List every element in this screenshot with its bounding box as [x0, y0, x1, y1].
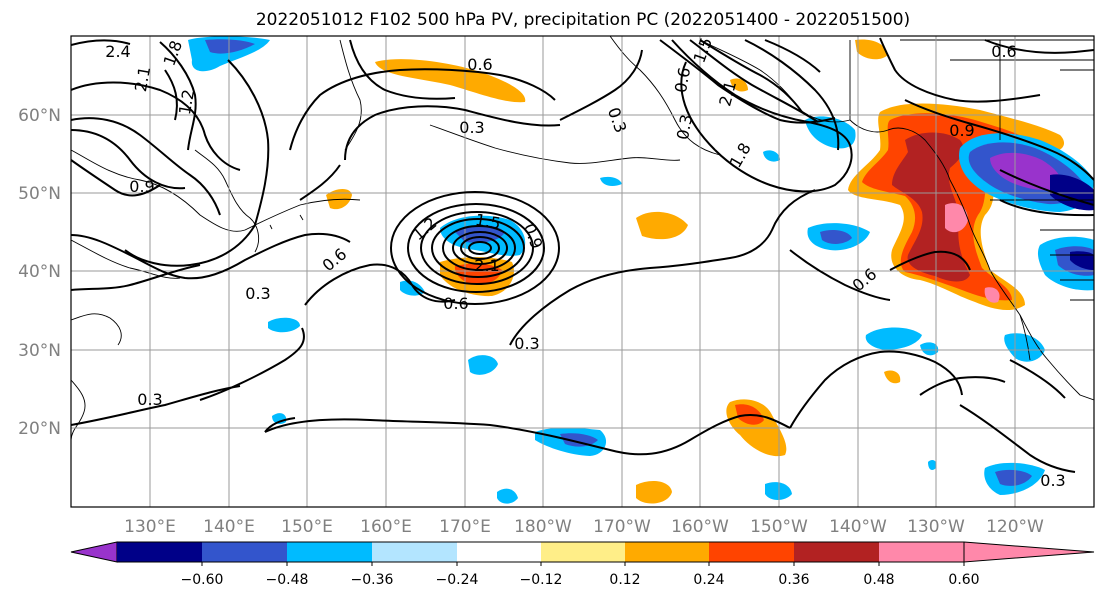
lon-label: 120°W	[986, 517, 1044, 537]
contour-label: 0.9	[949, 121, 974, 140]
lat-label: 50°N	[18, 184, 61, 204]
colorbar: −0.60 −0.48 −0.36 −0.24 −0.12 0.12 0.24 …	[70, 541, 1095, 588]
contour-label: 0.3	[245, 284, 270, 303]
contour-label: 0.3	[514, 334, 539, 353]
lat-label: 40°N	[18, 262, 61, 282]
colorbar-segment	[202, 542, 287, 562]
colorbar-segment	[794, 542, 879, 562]
contour-label: 0.9	[129, 177, 154, 196]
lat-label: 60°N	[18, 106, 61, 126]
lon-label: 130°W	[907, 517, 965, 537]
colorbar-segment	[709, 542, 794, 562]
lat-label: 30°N	[18, 341, 61, 361]
contour-label: 0.3	[1040, 471, 1065, 490]
colorbar-tick-label: 0.60	[948, 572, 979, 588]
contour-label: 0.6	[671, 66, 694, 94]
colorbar-tick-label: −0.48	[266, 572, 309, 588]
contour-label: 0.3	[137, 390, 162, 409]
contour-label: 0.6	[443, 294, 468, 313]
lon-label: 130°E	[124, 517, 176, 537]
contour-label: 0.3	[459, 118, 484, 137]
latitude-labels: 60°N 50°N 40°N 30°N 20°N	[18, 106, 61, 439]
pv-contours	[71, 37, 1094, 473]
lon-label: 150°E	[281, 517, 333, 537]
contour-label: 0.6	[467, 55, 492, 74]
contour-label: 1.5	[474, 210, 502, 233]
lon-label: 170°E	[439, 517, 491, 537]
colorbar-segment	[287, 542, 372, 562]
colorbar-segment	[625, 542, 709, 562]
colorbar-segment	[117, 542, 202, 562]
lon-label: 180°W	[514, 517, 572, 537]
colorbar-tick-label: −0.24	[436, 572, 479, 588]
colorbar-segment	[372, 542, 457, 562]
contour-label: 2.4	[105, 42, 130, 61]
contour-label: 1.2	[175, 88, 198, 116]
contour-label: 0.6	[991, 42, 1016, 61]
colorbar-tick-label: 0.12	[609, 572, 640, 588]
map-border	[70, 35, 1095, 508]
lon-label: 140°E	[203, 517, 255, 537]
lon-label: 170°W	[593, 517, 651, 537]
colorbar-tick-label: 0.36	[778, 572, 809, 588]
colorbar-segment	[457, 542, 541, 562]
colorbar-segment	[879, 542, 964, 562]
colorbar-extend-right	[963, 541, 1095, 563]
colorbar-tick-label: −0.60	[181, 572, 224, 588]
lon-label: 160°E	[360, 517, 412, 537]
colorbar-segment	[541, 542, 625, 562]
contour-label: 2.1	[131, 65, 154, 93]
colorbar-tick-label: 0.48	[863, 572, 894, 588]
colorbar-ticks	[201, 562, 965, 566]
contour-label: 0.3	[673, 113, 696, 141]
lon-label: 160°W	[671, 517, 729, 537]
lon-label: 150°W	[750, 517, 808, 537]
longitude-labels: 130°E 140°E 150°E 160°E 170°E 180°W 170°…	[124, 517, 1044, 537]
figure-title: 2022051012 F102 500 hPa PV, precipitatio…	[256, 10, 910, 30]
colorbar-tick-label: −0.36	[351, 572, 394, 588]
lon-label: 140°W	[829, 517, 887, 537]
contour-label: 2.1	[474, 256, 499, 275]
lat-label: 20°N	[18, 419, 61, 439]
colorbar-extend-left	[70, 541, 118, 563]
colorbar-tick-label: 0.24	[693, 572, 724, 588]
colorbar-tick-label: −0.12	[520, 572, 563, 588]
